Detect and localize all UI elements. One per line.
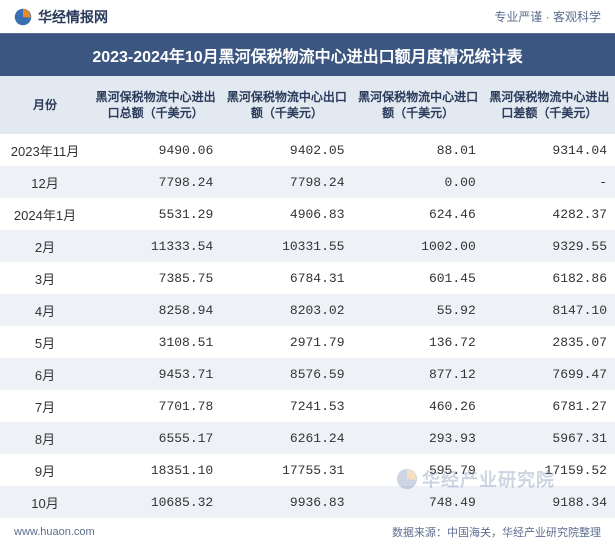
value-cell: 6781.27 [484,390,615,422]
table-row: 8月6555.176261.24293.935967.31 [0,422,615,454]
value-cell: 18351.10 [90,454,221,486]
month-cell: 2月 [0,230,90,262]
header-bar: 华经情报网 专业严谨 · 客观科学 [0,0,615,34]
value-cell: 1002.00 [353,230,484,262]
value-cell: 6784.31 [221,262,352,294]
slogan: 专业严谨 · 客观科学 [494,8,601,25]
value-cell: 11333.54 [90,230,221,262]
value-cell: 6261.24 [221,422,352,454]
month-cell: 7月 [0,390,90,422]
value-cell: 17755.31 [221,454,352,486]
footer: www.huaon.com 数据来源：中国海关，华经产业研究院整理 [0,518,615,544]
value-cell: 7241.53 [221,390,352,422]
table-row: 6月9453.718576.59877.127699.47 [0,358,615,390]
value-cell: 5531.29 [90,198,221,230]
month-cell: 6月 [0,358,90,390]
table-row: 10月10685.329936.83748.499188.34 [0,486,615,518]
table-row: 5月3108.512971.79136.722835.07 [0,326,615,358]
table-row: 2024年1月5531.294906.83624.464282.37 [0,198,615,230]
value-cell: 55.92 [353,294,484,326]
value-cell: 8203.02 [221,294,352,326]
value-cell: 8576.59 [221,358,352,390]
month-cell: 2023年11月 [0,134,90,166]
value-cell: 748.49 [353,486,484,518]
value-cell: 7798.24 [221,166,352,198]
month-cell: 12月 [0,166,90,198]
month-cell: 10月 [0,486,90,518]
col-header-import: 黑河保税物流中心进口额（千美元） [353,76,484,134]
value-cell: 601.45 [353,262,484,294]
table-row: 7月7701.787241.53460.266781.27 [0,390,615,422]
value-cell: 2835.07 [484,326,615,358]
value-cell: 877.12 [353,358,484,390]
value-cell: 460.26 [353,390,484,422]
col-header-total: 黑河保税物流中心进出口总额（千美元） [90,76,221,134]
site-url: www.huaon.com [14,526,95,538]
table-row: 9月18351.1017755.31595.7917159.52 [0,454,615,486]
data-table: 月份 黑河保税物流中心进出口总额（千美元） 黑河保税物流中心出口额（千美元） 黑… [0,76,615,518]
value-cell: 4282.37 [484,198,615,230]
month-cell: 8月 [0,422,90,454]
value-cell: 7699.47 [484,358,615,390]
value-cell: 7385.75 [90,262,221,294]
table-title: 2023-2024年10月黑河保税物流中心进出口额月度情况统计表 [0,34,615,76]
value-cell: 8147.10 [484,294,615,326]
value-cell: 624.46 [353,198,484,230]
value-cell: 5967.31 [484,422,615,454]
logo-text: 华经情报网 [38,7,108,27]
col-header-export: 黑河保税物流中心出口额（千美元） [221,76,352,134]
value-cell: 3108.51 [90,326,221,358]
value-cell: 595.79 [353,454,484,486]
data-source: 数据来源：中国海关，华经产业研究院整理 [392,524,601,540]
header-row: 月份 黑河保税物流中心进出口总额（千美元） 黑河保税物流中心出口额（千美元） 黑… [0,76,615,134]
table-row: 2023年11月9490.069402.0588.019314.04 [0,134,615,166]
value-cell: 9402.05 [221,134,352,166]
table-row: 4月8258.948203.0255.928147.10 [0,294,615,326]
table-row: 2月11333.5410331.551002.009329.55 [0,230,615,262]
value-cell: 293.93 [353,422,484,454]
value-cell: 17159.52 [484,454,615,486]
value-cell: - [484,166,615,198]
value-cell: 9453.71 [90,358,221,390]
value-cell: 136.72 [353,326,484,358]
value-cell: 9490.06 [90,134,221,166]
table-row: 12月7798.247798.240.00- [0,166,615,198]
value-cell: 9936.83 [221,486,352,518]
value-cell: 4906.83 [221,198,352,230]
value-cell: 2971.79 [221,326,352,358]
col-header-month: 月份 [0,76,90,134]
col-header-diff: 黑河保税物流中心进出口差额（千美元） [484,76,615,134]
month-cell: 9月 [0,454,90,486]
value-cell: 0.00 [353,166,484,198]
month-cell: 5月 [0,326,90,358]
value-cell: 6555.17 [90,422,221,454]
value-cell: 88.01 [353,134,484,166]
logo-area: 华经情报网 [14,7,108,27]
value-cell: 7798.24 [90,166,221,198]
value-cell: 9314.04 [484,134,615,166]
value-cell: 9329.55 [484,230,615,262]
month-cell: 4月 [0,294,90,326]
value-cell: 10685.32 [90,486,221,518]
value-cell: 6182.86 [484,262,615,294]
month-cell: 2024年1月 [0,198,90,230]
value-cell: 9188.34 [484,486,615,518]
value-cell: 7701.78 [90,390,221,422]
logo-icon [14,8,32,26]
value-cell: 8258.94 [90,294,221,326]
month-cell: 3月 [0,262,90,294]
table-row: 3月7385.756784.31601.456182.86 [0,262,615,294]
value-cell: 10331.55 [221,230,352,262]
